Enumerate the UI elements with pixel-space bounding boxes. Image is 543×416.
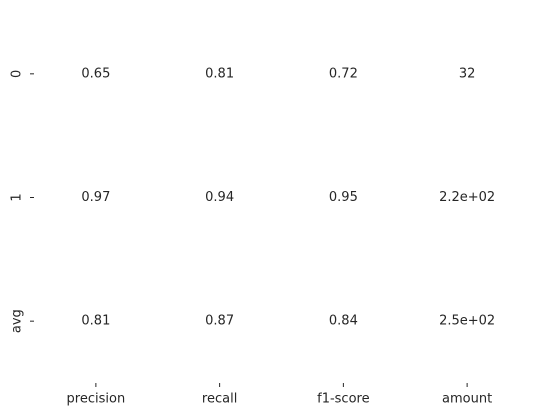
x-axis-ticks: precision recall f1-score amount bbox=[67, 383, 492, 407]
cell-value: 2.5e+02 bbox=[439, 314, 495, 329]
y-axis-ticks: 0 1 avg bbox=[10, 70, 34, 333]
cell-value: 0.72 bbox=[329, 66, 358, 81]
x-tick-label: f1-score bbox=[317, 392, 369, 407]
cell-value: 0.84 bbox=[329, 314, 358, 329]
y-tick-label: avg bbox=[10, 309, 25, 333]
cell-value: 0.65 bbox=[81, 66, 110, 81]
y-tick-label: 1 bbox=[10, 193, 25, 201]
cell-value: 0.87 bbox=[205, 314, 234, 329]
x-tick-label: precision bbox=[67, 392, 126, 407]
x-tick-label: amount bbox=[442, 392, 492, 407]
cell-value: 2.2e+02 bbox=[439, 190, 495, 205]
heatmap-cells: 0.65 0.81 0.72 32 0.97 0.94 0.95 2.2e+02 0.81 0.8… bbox=[81, 66, 495, 328]
cell-value: 0.97 bbox=[81, 190, 110, 205]
cell-value: 0.94 bbox=[205, 190, 234, 205]
cell-value: 32 bbox=[459, 66, 476, 81]
x-tick-label: recall bbox=[202, 392, 237, 407]
cell-value: 0.95 bbox=[329, 190, 358, 205]
y-tick-label: 0 bbox=[10, 70, 25, 78]
cell-value: 0.81 bbox=[81, 314, 110, 329]
cell-value: 0.81 bbox=[205, 66, 234, 81]
